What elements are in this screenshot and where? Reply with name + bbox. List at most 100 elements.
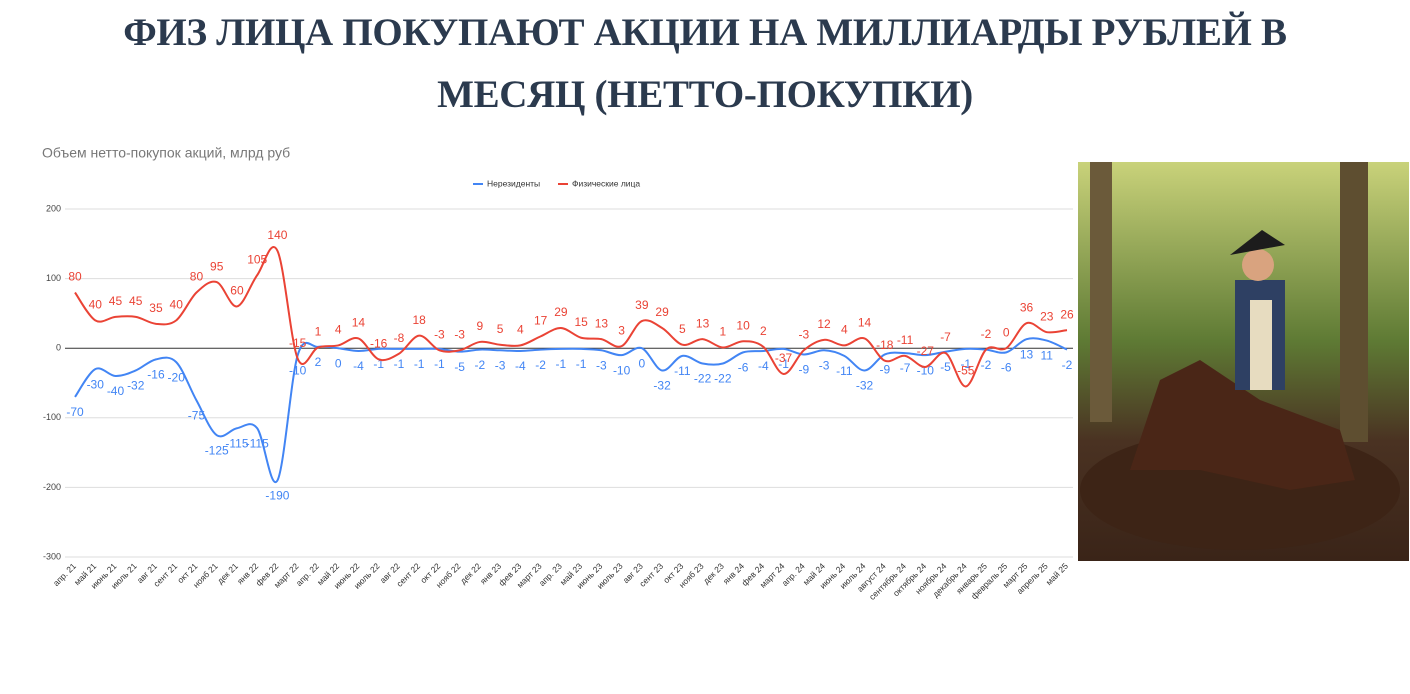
data-label: -6 — [1001, 361, 1012, 375]
data-label: 2 — [315, 355, 322, 369]
data-label: 4 — [517, 323, 524, 337]
data-label: 95 — [210, 259, 224, 273]
data-label: -1 — [414, 357, 425, 371]
data-label: -2 — [475, 358, 486, 372]
data-label: -3 — [495, 358, 506, 372]
data-label: -5 — [940, 360, 951, 374]
data-label: -16 — [147, 368, 165, 382]
data-label: -115 — [225, 436, 248, 450]
data-label: -11 — [674, 364, 691, 378]
y-tick-label: 100 — [46, 273, 61, 283]
data-label: -1 — [556, 357, 567, 371]
data-label: -3 — [819, 358, 830, 372]
data-label: -11 — [836, 364, 853, 378]
data-label: -5 — [454, 360, 465, 374]
data-label: -9 — [798, 363, 809, 377]
data-label: -10 — [613, 363, 631, 377]
data-label: 1 — [315, 325, 322, 339]
y-tick-label: -300 — [43, 551, 61, 561]
data-label: 0 — [335, 356, 342, 370]
data-label: -18 — [876, 338, 894, 352]
data-label: 13 — [595, 316, 609, 330]
data-label: -30 — [87, 377, 105, 391]
data-label: -4 — [353, 359, 364, 373]
y-tick-label: 200 — [46, 203, 61, 213]
data-label: -70 — [66, 405, 84, 419]
data-label: -7 — [940, 330, 951, 344]
data-label: -32 — [127, 379, 145, 393]
data-label: 26 — [1060, 307, 1074, 321]
data-label: -3 — [596, 358, 607, 372]
data-label: 39 — [635, 298, 649, 312]
data-label: 12 — [817, 317, 831, 331]
data-label: 4 — [335, 323, 342, 337]
data-label: -3 — [454, 327, 465, 341]
page-title: ФИЗ ЛИЦА ПОКУПАЮТ АКЦИИ НА МИЛЛИАРДЫ РУБ… — [123, 11, 1287, 116]
data-label: -2 — [981, 358, 992, 372]
x-tick-label: апр. 22 — [294, 561, 321, 588]
data-label: -4 — [758, 359, 769, 373]
data-label: 18 — [412, 313, 426, 327]
data-label: 105 — [247, 252, 267, 266]
data-label: -125 — [205, 443, 229, 457]
series-line — [74, 337, 1068, 484]
data-label: 40 — [170, 298, 184, 312]
x-tick-label: май 25 — [1044, 561, 1070, 587]
data-label: -16 — [370, 337, 388, 351]
y-tick-label: -100 — [43, 412, 61, 422]
data-label: 29 — [655, 305, 669, 319]
data-label: -40 — [107, 384, 125, 398]
data-label: 5 — [679, 322, 686, 336]
data-label: 23 — [1040, 309, 1054, 323]
data-label: 35 — [149, 301, 163, 315]
data-label: -115 — [246, 436, 269, 450]
data-label: 45 — [109, 294, 123, 308]
data-label: 140 — [267, 228, 287, 242]
data-label: -27 — [917, 344, 935, 358]
data-label: 80 — [190, 270, 204, 284]
data-label: 10 — [736, 318, 750, 332]
data-label: -7 — [900, 361, 911, 375]
data-label: 0 — [639, 356, 646, 370]
data-label: 5 — [497, 322, 504, 336]
x-tick-label: апр. 24 — [780, 561, 807, 588]
x-tick-label: апр. 23 — [537, 561, 564, 588]
data-label: 11 — [1041, 349, 1054, 363]
data-label: 13 — [1020, 347, 1034, 361]
data-label: 29 — [554, 305, 568, 319]
data-label: -1 — [960, 357, 971, 371]
data-label: -2 — [981, 327, 992, 341]
chart-subtitle: Объем нетто-покупок акций, млрд руб — [42, 145, 290, 161]
data-label: 3 — [618, 323, 625, 337]
x-tick-label: дек 23 — [701, 561, 726, 586]
data-label: -10 — [289, 363, 307, 377]
data-label: -1 — [434, 357, 445, 371]
data-label: 13 — [696, 316, 710, 330]
y-tick-label: 0 — [56, 343, 61, 353]
data-label: -32 — [653, 379, 671, 393]
legend-label: Нерезиденты — [487, 178, 540, 188]
data-label: -6 — [738, 361, 749, 375]
data-label: 14 — [858, 316, 872, 330]
data-label: 4 — [841, 323, 848, 337]
data-label: -37 — [775, 351, 793, 365]
data-label: -11 — [897, 333, 914, 347]
data-label: -55 — [957, 364, 975, 378]
data-label: -190 — [265, 489, 289, 503]
x-tick-label: дек 21 — [215, 561, 240, 586]
data-label: -20 — [168, 370, 186, 384]
legend-label: Физические лица — [572, 178, 640, 188]
data-label: 2 — [760, 324, 767, 338]
data-label: 9 — [477, 319, 484, 333]
data-label: -9 — [879, 363, 890, 377]
data-label: -2 — [535, 358, 546, 372]
data-label: 40 — [89, 298, 103, 312]
data-label: -1 — [576, 357, 587, 371]
data-label: 45 — [129, 294, 143, 308]
x-tick-label: дек 22 — [458, 561, 483, 586]
series-line — [74, 246, 1068, 388]
data-label: -22 — [714, 372, 732, 386]
data-label: 36 — [1020, 300, 1034, 314]
data-label: 15 — [574, 315, 588, 329]
